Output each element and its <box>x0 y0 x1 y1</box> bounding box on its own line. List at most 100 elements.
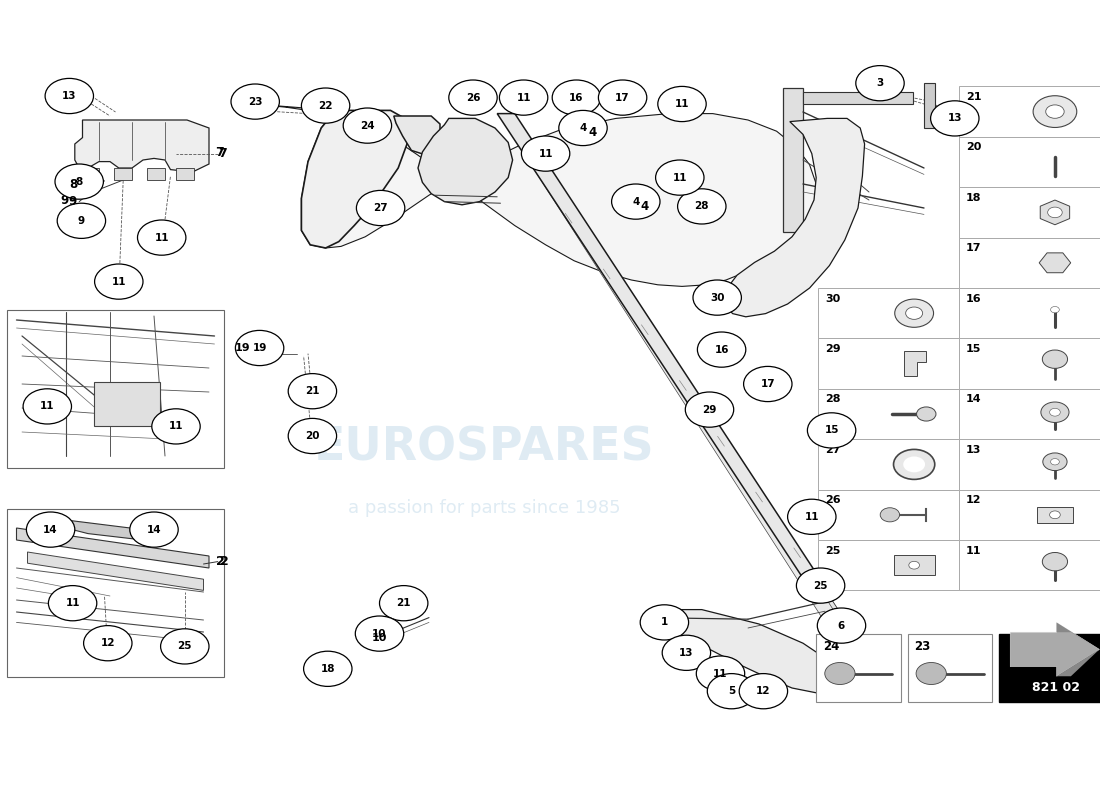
Bar <box>959 490 1100 540</box>
Circle shape <box>449 80 497 115</box>
Circle shape <box>817 608 866 643</box>
Polygon shape <box>418 118 513 205</box>
Text: 10: 10 <box>372 634 387 643</box>
Text: 25: 25 <box>813 581 828 590</box>
Text: 24: 24 <box>823 640 839 653</box>
Text: 26: 26 <box>825 495 840 506</box>
Text: 20: 20 <box>305 431 320 441</box>
Text: 16: 16 <box>966 294 981 304</box>
Text: 29: 29 <box>825 344 840 354</box>
Bar <box>959 540 1100 590</box>
Text: 11: 11 <box>65 598 80 608</box>
Polygon shape <box>506 122 838 611</box>
Bar <box>959 389 1100 439</box>
Polygon shape <box>1041 200 1069 225</box>
Polygon shape <box>66 520 143 540</box>
Circle shape <box>1050 306 1059 313</box>
Text: 14: 14 <box>146 525 162 534</box>
Text: 4: 4 <box>640 200 648 213</box>
Bar <box>818 540 959 590</box>
Text: 16: 16 <box>569 93 584 102</box>
Bar <box>908 634 992 702</box>
Polygon shape <box>1040 253 1070 273</box>
Circle shape <box>288 418 337 454</box>
Circle shape <box>499 80 548 115</box>
Circle shape <box>559 110 607 146</box>
Text: 821 02: 821 02 <box>1032 681 1080 694</box>
Polygon shape <box>1057 622 1099 676</box>
Circle shape <box>696 656 745 691</box>
Polygon shape <box>513 136 840 622</box>
Circle shape <box>521 136 570 171</box>
Bar <box>959 288 1100 338</box>
Circle shape <box>288 374 337 409</box>
Text: 20: 20 <box>966 142 981 153</box>
Text: 19: 19 <box>235 343 251 353</box>
Text: 13: 13 <box>947 114 962 123</box>
Text: 27: 27 <box>373 203 388 213</box>
Circle shape <box>931 101 979 136</box>
Polygon shape <box>924 83 935 128</box>
Bar <box>818 490 959 540</box>
Text: 22: 22 <box>318 101 333 110</box>
Polygon shape <box>75 120 209 172</box>
Text: 29: 29 <box>702 405 717 414</box>
Text: 14: 14 <box>43 525 58 534</box>
Circle shape <box>45 78 94 114</box>
Text: 12: 12 <box>966 495 981 506</box>
Bar <box>999 634 1100 702</box>
Text: 13: 13 <box>679 648 694 658</box>
Text: 1: 1 <box>661 618 668 627</box>
Text: 11: 11 <box>516 93 531 102</box>
Polygon shape <box>803 92 913 104</box>
Circle shape <box>894 299 934 327</box>
Circle shape <box>314 654 346 678</box>
Circle shape <box>903 457 925 472</box>
Circle shape <box>138 220 186 255</box>
Polygon shape <box>904 351 926 376</box>
Text: 21: 21 <box>305 386 320 396</box>
Circle shape <box>1043 350 1068 368</box>
Circle shape <box>825 662 855 685</box>
Circle shape <box>916 662 946 685</box>
Text: 25: 25 <box>825 546 840 555</box>
Text: 10: 10 <box>372 629 387 638</box>
Text: 26: 26 <box>465 93 481 102</box>
Text: 13: 13 <box>62 91 77 101</box>
Text: 30: 30 <box>825 294 840 304</box>
Circle shape <box>130 512 178 547</box>
Circle shape <box>678 189 726 224</box>
Circle shape <box>893 450 935 479</box>
Circle shape <box>379 586 428 621</box>
Circle shape <box>796 568 845 603</box>
Circle shape <box>355 616 404 651</box>
Text: 7: 7 <box>216 146 224 158</box>
Text: 28: 28 <box>825 394 840 404</box>
Text: 3: 3 <box>877 78 883 88</box>
Circle shape <box>612 184 660 219</box>
Bar <box>959 187 1100 238</box>
Circle shape <box>662 635 711 670</box>
Circle shape <box>1041 402 1069 422</box>
Polygon shape <box>783 88 803 232</box>
Bar <box>147 168 165 180</box>
Circle shape <box>95 264 143 299</box>
Bar <box>816 634 901 702</box>
Text: 11: 11 <box>672 173 688 182</box>
Bar <box>959 137 1100 187</box>
Text: 28: 28 <box>694 202 710 211</box>
Text: 7: 7 <box>218 147 227 160</box>
Text: 15: 15 <box>966 344 981 354</box>
Circle shape <box>57 203 106 238</box>
Text: 23: 23 <box>248 97 263 106</box>
Bar <box>959 238 1100 288</box>
Polygon shape <box>497 114 834 602</box>
Text: 11: 11 <box>674 99 690 109</box>
Circle shape <box>301 88 350 123</box>
Bar <box>94 382 160 426</box>
Bar <box>818 288 959 338</box>
Circle shape <box>658 86 706 122</box>
Text: 8: 8 <box>69 178 77 191</box>
Bar <box>893 555 935 575</box>
Text: 17: 17 <box>760 379 775 389</box>
